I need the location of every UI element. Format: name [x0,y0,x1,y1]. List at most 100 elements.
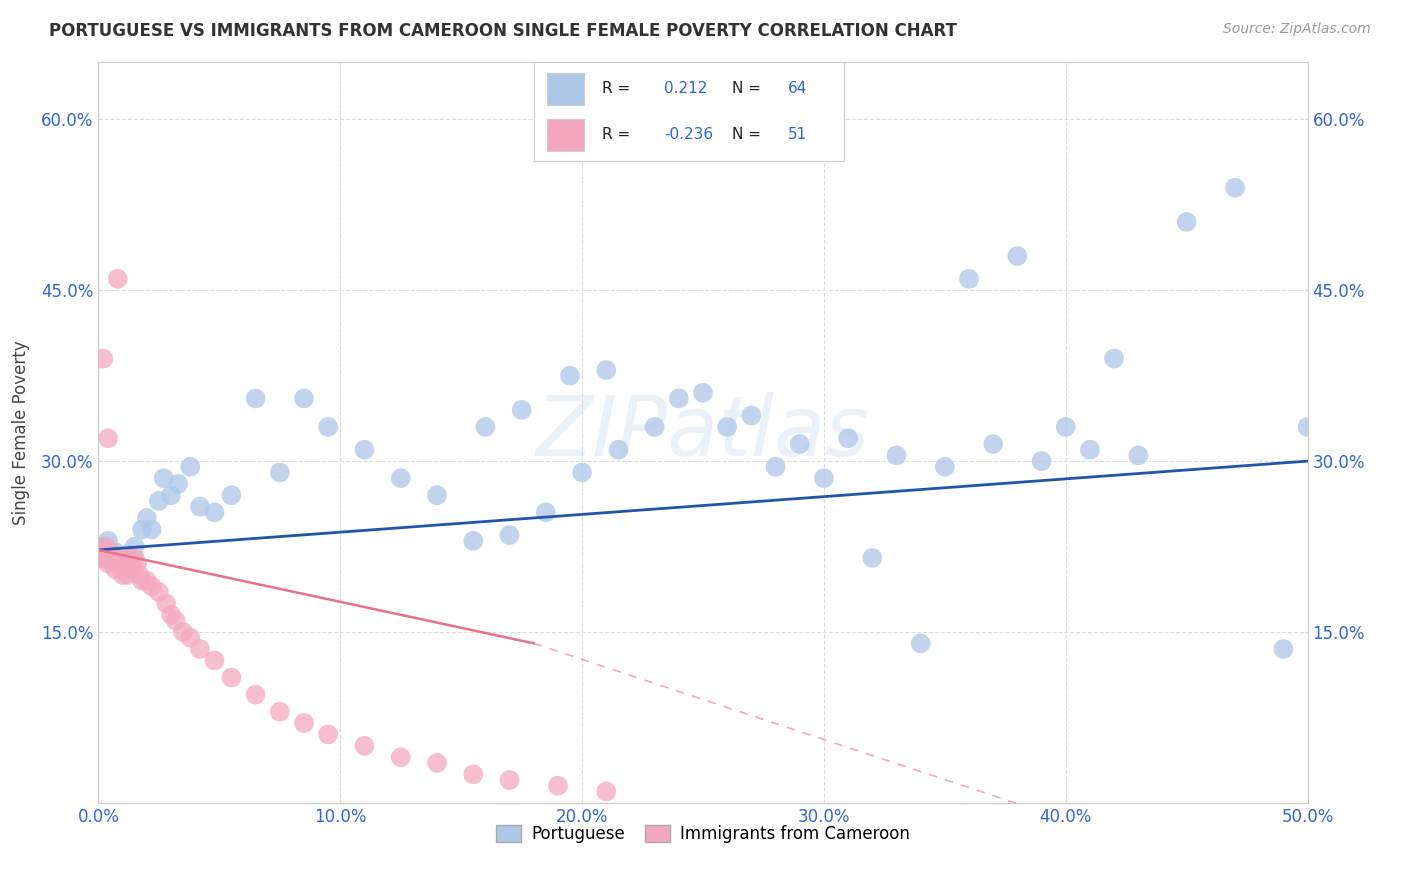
Point [668,392,690,406]
Point [981,437,1004,451]
Point [1272,642,1295,657]
Point [97,533,120,548]
Point [765,459,787,474]
Point [463,767,485,781]
Point [160,488,183,502]
Point [204,653,226,667]
Point [91,545,114,559]
Point [114,550,136,565]
Point [292,392,315,406]
Point [167,476,190,491]
FancyBboxPatch shape [547,73,583,104]
Point [595,784,617,798]
Point [135,574,157,588]
Point [111,550,134,565]
Point [141,523,163,537]
Point [108,550,131,565]
Point [94,550,117,565]
Point [534,505,557,519]
Point [269,705,291,719]
Point [94,540,117,554]
Point [644,420,666,434]
Point [1296,420,1319,434]
Point [131,574,153,588]
Point [127,557,149,571]
Point [124,550,146,565]
Legend: Portuguese, Immigrants from Cameroon: Portuguese, Immigrants from Cameroon [489,819,917,850]
Point [860,550,883,565]
Point [114,562,136,576]
Point [111,557,134,571]
Point [107,550,129,565]
Point [97,557,120,571]
Point [101,557,124,571]
Text: 0.212: 0.212 [664,81,707,96]
Point [111,568,134,582]
Text: 51: 51 [787,127,807,142]
Point [957,272,980,286]
Point [426,488,449,502]
Point [789,437,811,451]
Point [353,739,375,753]
Text: ZIPatlas: ZIPatlas [536,392,870,473]
Point [204,505,226,519]
Point [245,392,267,406]
Point [131,523,153,537]
Text: PORTUGUESE VS IMMIGRANTS FROM CAMEROON SINGLE FEMALE POVERTY CORRELATION CHART: PORTUGUESE VS IMMIGRANTS FROM CAMEROON S… [49,22,957,40]
Point [188,642,211,657]
Point [389,471,412,485]
Y-axis label: Single Female Poverty: Single Female Poverty [11,341,30,524]
Point [141,579,163,593]
Point [104,545,127,559]
Point [269,466,291,480]
Point [607,442,630,457]
Point [1078,442,1101,457]
Point [1102,351,1125,366]
Point [837,431,859,445]
Point [474,420,496,434]
Point [934,459,956,474]
Point [148,494,170,508]
Text: N =: N = [733,127,766,142]
Point [316,420,339,434]
Point [114,557,136,571]
Point [160,607,183,622]
Point [179,631,201,645]
Point [100,550,122,565]
Point [886,449,908,463]
Text: -0.236: -0.236 [664,127,713,142]
Point [121,562,143,576]
Point [118,557,141,571]
Point [94,550,117,565]
Point [104,562,127,576]
Text: R =: R = [602,81,636,96]
Point [100,545,122,559]
Point [124,540,146,554]
Text: R =: R = [602,127,636,142]
FancyBboxPatch shape [547,120,583,151]
Point [498,772,520,787]
Text: 64: 64 [787,81,807,96]
Text: Source: ZipAtlas.com: Source: ZipAtlas.com [1223,22,1371,37]
Point [188,500,211,514]
Point [172,624,194,639]
Point [316,727,339,741]
Point [90,550,112,565]
Point [547,779,569,793]
Point [90,545,112,559]
Point [1128,449,1150,463]
Point [101,550,124,565]
Point [292,716,315,731]
Point [463,533,485,548]
Point [97,431,120,445]
Point [353,442,375,457]
Point [498,528,520,542]
Point [91,540,114,554]
Point [104,550,127,565]
Point [117,568,139,582]
Point [910,636,932,650]
Point [1175,215,1198,229]
Point [152,471,174,485]
Point [165,614,187,628]
Point [221,671,243,685]
